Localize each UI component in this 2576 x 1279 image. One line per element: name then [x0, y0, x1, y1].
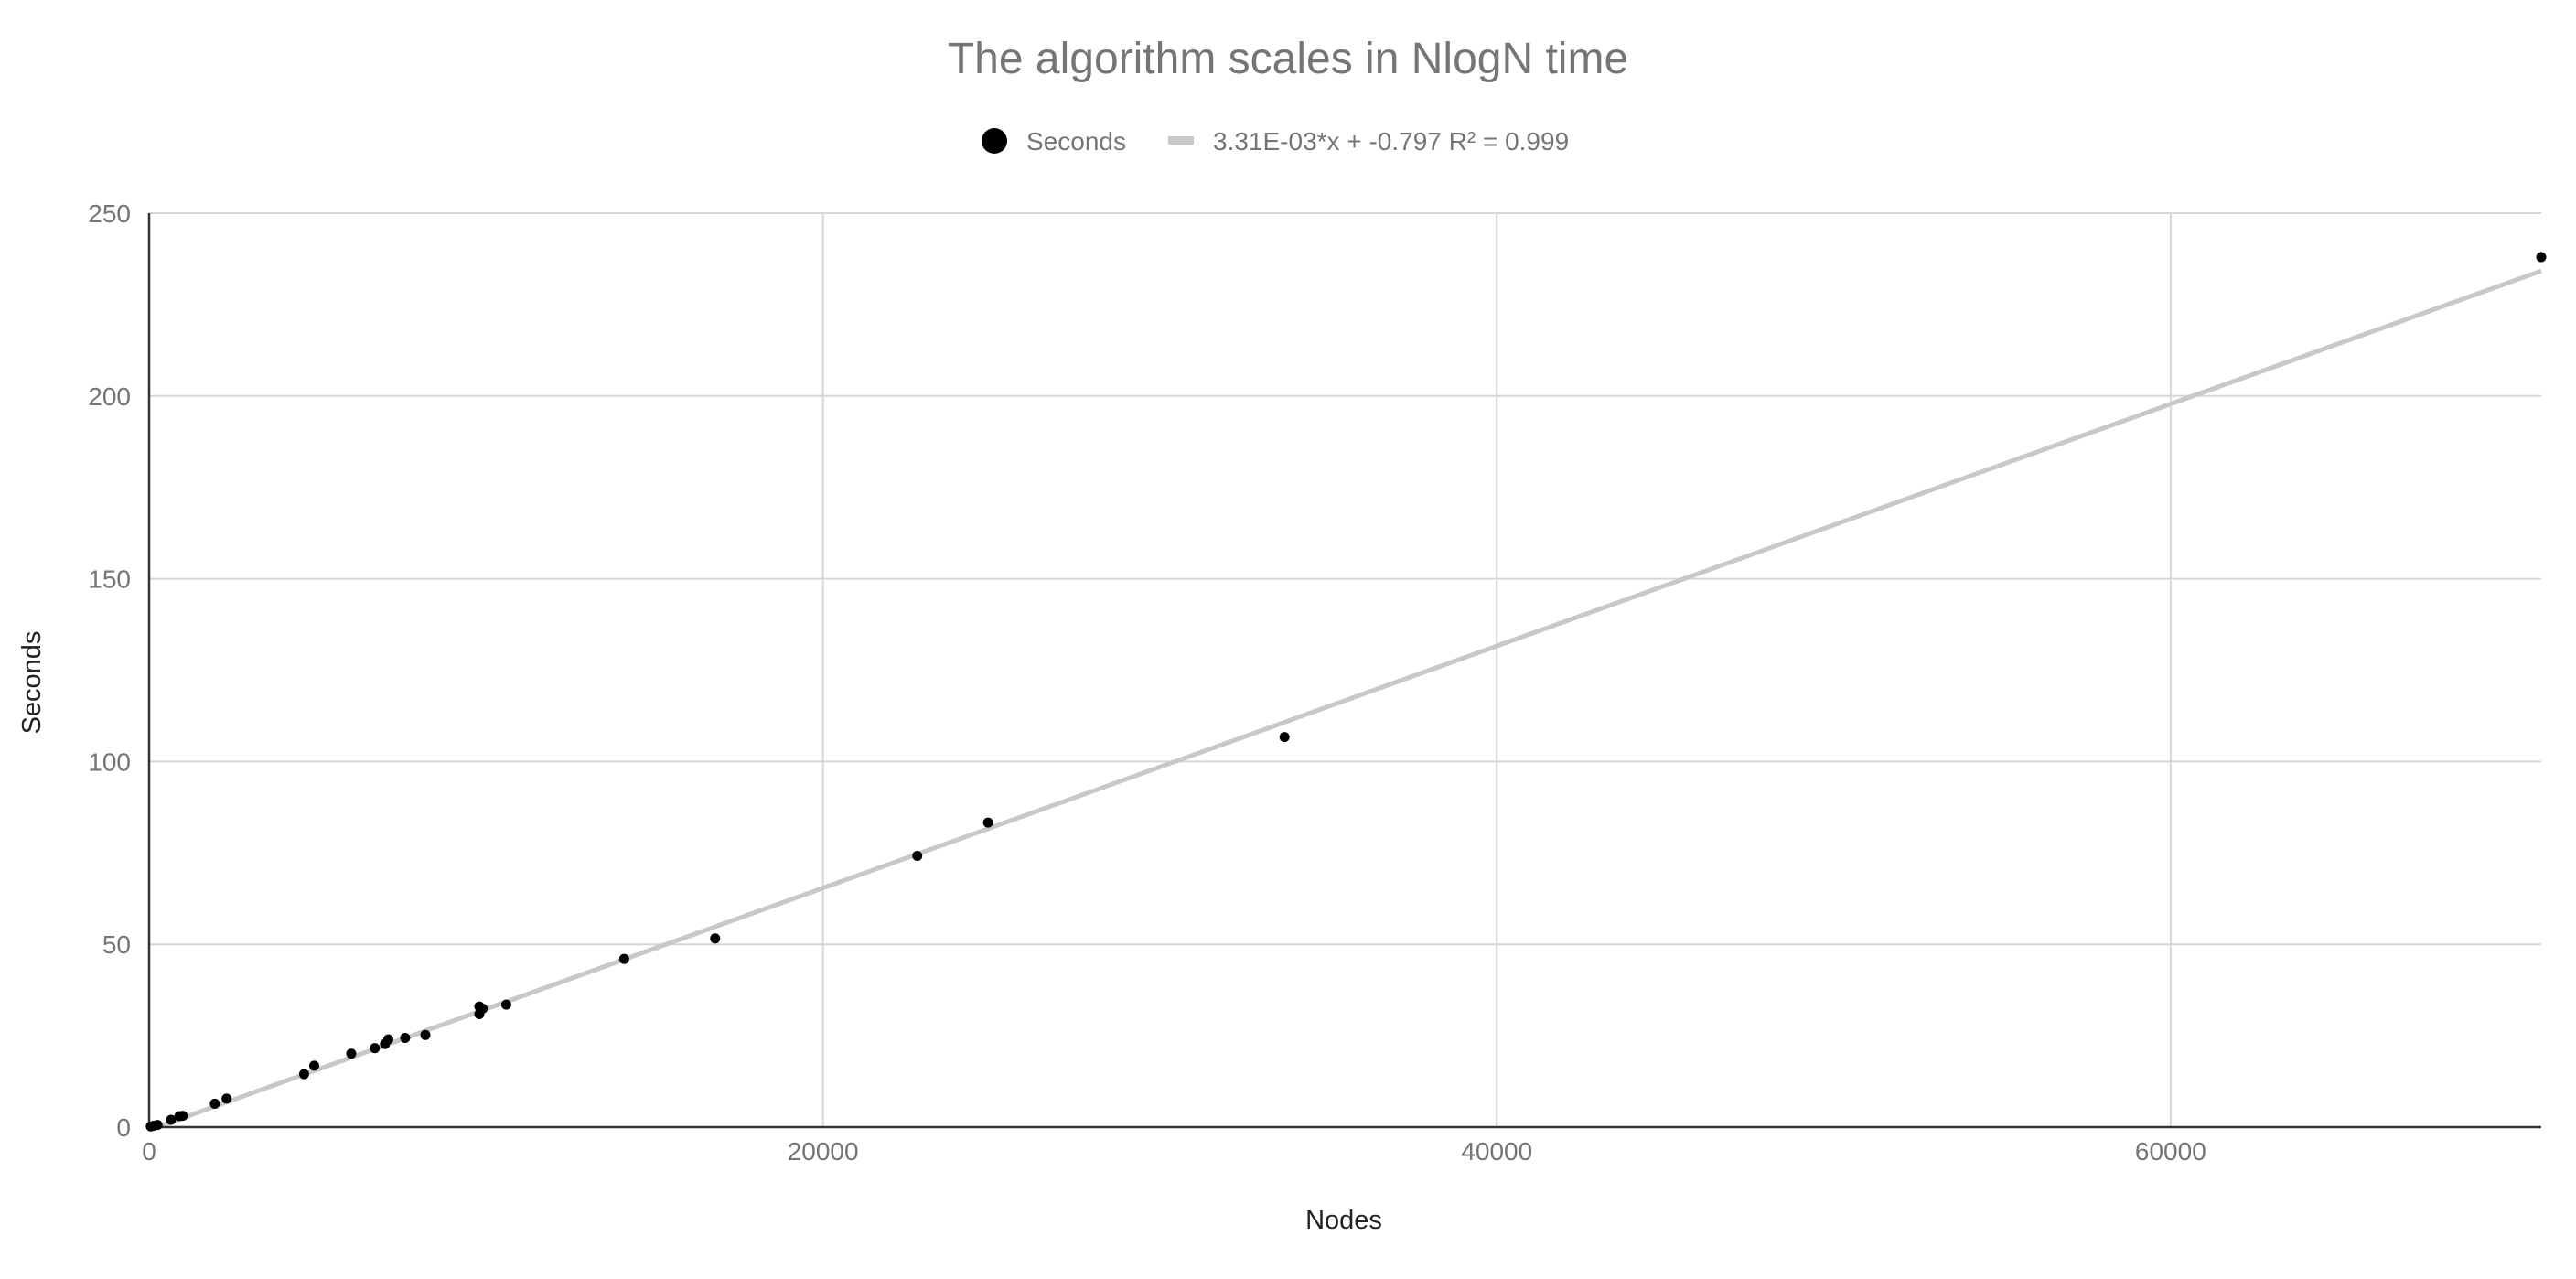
- data-point: [912, 850, 923, 861]
- data-point: [478, 1004, 488, 1015]
- y-tick-label: 100: [88, 747, 131, 776]
- trendline: [156, 268, 2542, 1130]
- axes: [147, 213, 2541, 1129]
- data-point: [500, 999, 511, 1010]
- data-point: [618, 953, 629, 964]
- y-tick-label: 200: [88, 382, 131, 411]
- data-point: [308, 1060, 319, 1071]
- trendline-path: [156, 268, 2542, 1130]
- data-point: [370, 1043, 381, 1054]
- legend-label-seconds: Seconds: [1026, 127, 1126, 156]
- x-tick-label: 0: [142, 1137, 156, 1166]
- data-point: [152, 1120, 163, 1131]
- data-point: [177, 1111, 188, 1122]
- y-tick-label: 250: [88, 199, 131, 228]
- data-point: [221, 1093, 232, 1104]
- x-tick-label: 40000: [1461, 1137, 1532, 1166]
- y-tick-label: 150: [88, 565, 131, 594]
- data-point: [1279, 732, 1290, 743]
- tick-labels: 0 50 100 150 200 250 0 20000 40000 60000: [88, 199, 2206, 1166]
- legend: Seconds 3.31E-03*x + -0.797 R² = 0.999: [982, 127, 1569, 156]
- legend-marker-seconds: [982, 128, 1007, 154]
- data-point: [166, 1114, 177, 1125]
- data-point: [346, 1048, 357, 1059]
- x-axis-label: Nodes: [1305, 1206, 1382, 1235]
- data-point: [420, 1029, 431, 1040]
- y-tick-label: 0: [116, 1113, 131, 1142]
- data-point: [298, 1069, 309, 1080]
- data-point: [383, 1034, 393, 1045]
- x-tick-label: 20000: [788, 1137, 859, 1166]
- y-tick-label: 50: [102, 930, 131, 959]
- data-point: [982, 817, 993, 828]
- data-point: [710, 933, 721, 944]
- grid: [149, 212, 2541, 1127]
- legend-label-trendline: 3.31E-03*x + -0.797 R² = 0.999: [1213, 127, 1569, 156]
- y-axis-label: Seconds: [17, 631, 47, 735]
- data-point: [2536, 252, 2547, 263]
- data-point: [209, 1098, 220, 1109]
- data-point: [400, 1032, 411, 1043]
- chart-title: The algorithm scales in NlogN time: [948, 35, 1628, 83]
- x-tick-label: 60000: [2135, 1137, 2206, 1166]
- data-points: [145, 252, 2547, 1132]
- legend-marker-trendline: [1168, 136, 1194, 145]
